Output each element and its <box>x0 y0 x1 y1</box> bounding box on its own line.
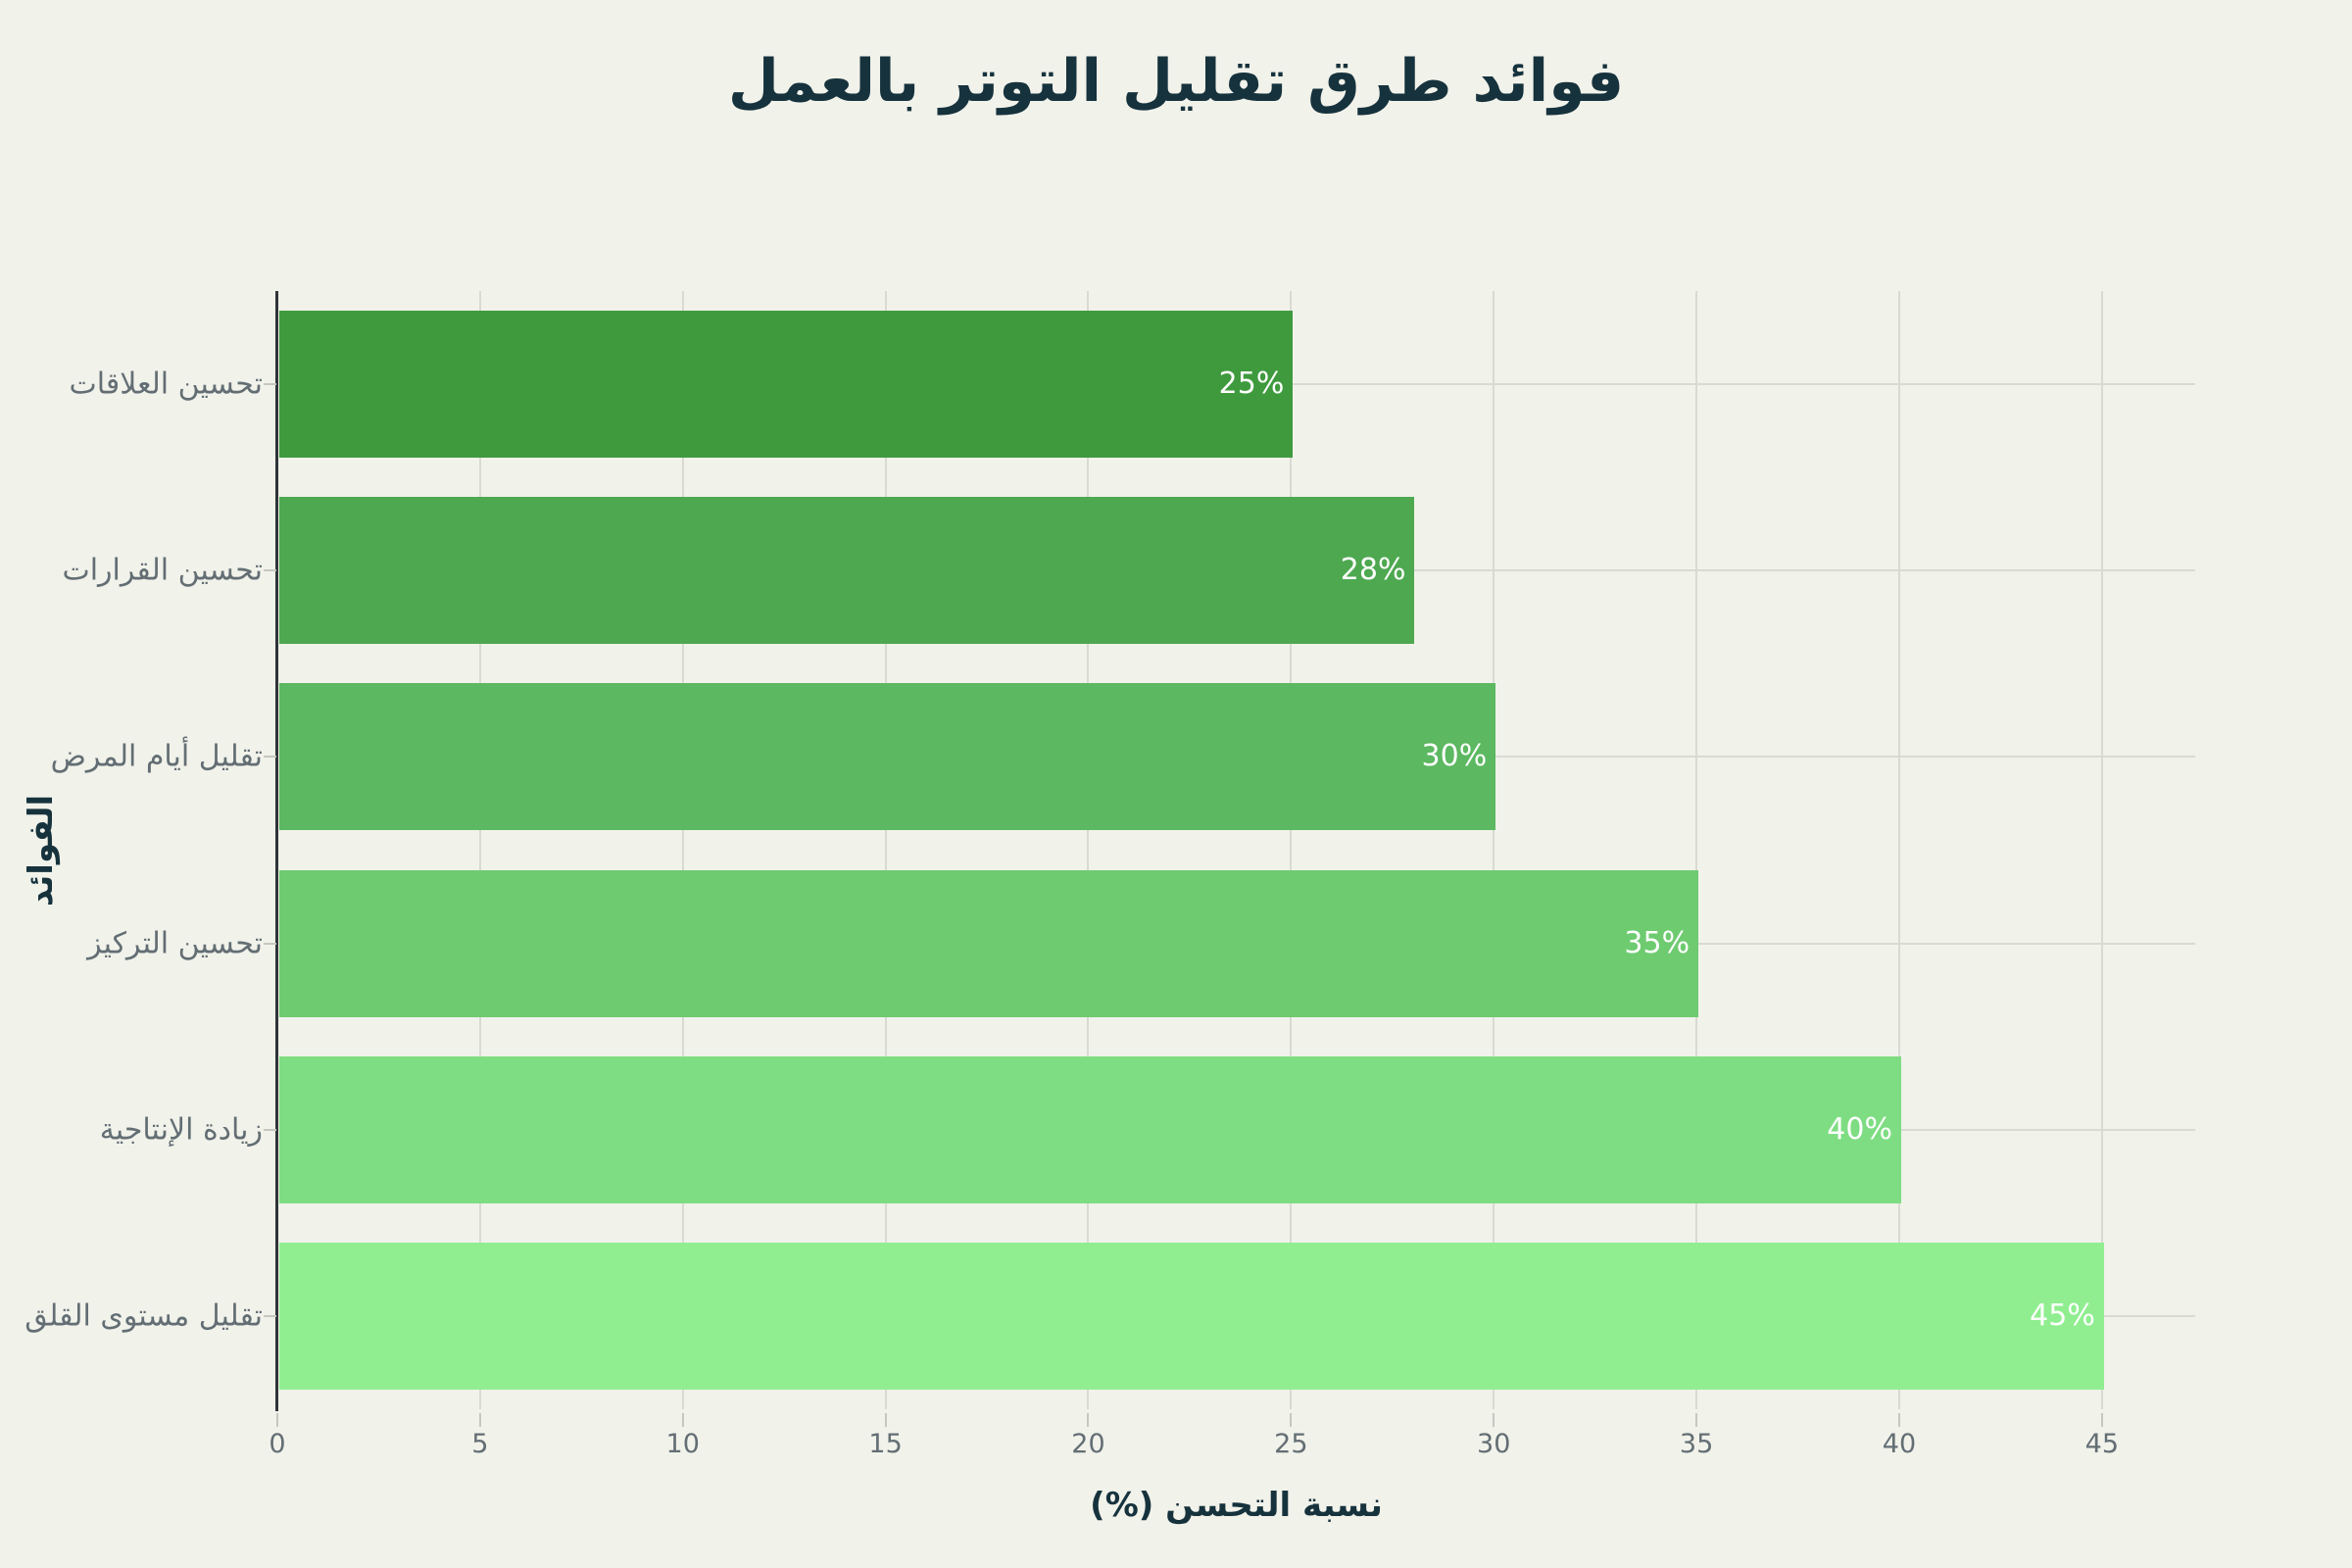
bar-value-label: 40% <box>1827 1111 1892 1147</box>
bar: 25% <box>279 311 1294 459</box>
bar: 30% <box>279 683 1496 831</box>
bar-value-label: 45% <box>2030 1298 2095 1333</box>
x-tick-mark <box>478 1413 481 1427</box>
x-tick-label: 40 <box>1882 1429 1917 1459</box>
x-gridline <box>2100 291 2103 1409</box>
x-tick-label: 20 <box>1071 1429 1105 1459</box>
x-gridline <box>681 291 684 1409</box>
bar: 35% <box>279 869 1699 1017</box>
x-tick-mark <box>884 1413 887 1427</box>
category-label: تقليل أيام المرض <box>50 739 263 774</box>
y-tick-mark <box>264 569 276 572</box>
x-tick-mark <box>1695 1413 1698 1427</box>
y-tick-mark <box>264 383 276 386</box>
bar-value-label: 25% <box>1218 367 1285 402</box>
x-axis-title: نسبة التحسن (%) <box>1090 1486 1383 1525</box>
y-tick-mark <box>264 756 276 759</box>
x-gridline <box>1290 291 1293 1409</box>
x-gridline <box>1897 291 1900 1409</box>
y-axis-line <box>275 291 278 1411</box>
x-tick-mark <box>2100 1413 2103 1427</box>
bar: 40% <box>279 1055 1901 1203</box>
category-label: تحسين العلاقات <box>69 367 263 402</box>
chart-title: فوائد طرق تقليل التوتر بالعمل <box>727 47 1625 116</box>
x-tick-label: 0 <box>269 1429 286 1459</box>
bar: 45% <box>279 1242 2104 1390</box>
x-tick-label: 15 <box>868 1429 903 1459</box>
x-tick-mark <box>1290 1413 1293 1427</box>
category-label: تحسين القرارات <box>62 553 263 588</box>
x-gridline <box>884 291 887 1409</box>
category-label: زيادة الإنتاجية <box>99 1112 263 1148</box>
x-gridline <box>1493 291 1495 1409</box>
bar-value-label: 30% <box>1421 739 1488 774</box>
y-tick-mark <box>264 1128 276 1131</box>
y-axis-title: الفوائد <box>22 794 61 906</box>
category-label: تقليل مستوى القلق <box>24 1298 263 1334</box>
bar-value-label: 35% <box>1624 925 1690 960</box>
x-tick-label: 30 <box>1477 1429 1511 1459</box>
x-tick-label: 35 <box>1679 1429 1714 1459</box>
x-gridline <box>478 291 481 1409</box>
x-tick-mark <box>276 1413 278 1427</box>
x-gridline <box>1695 291 1698 1409</box>
x-tick-label: 25 <box>1274 1429 1308 1459</box>
x-tick-mark <box>1087 1413 1090 1427</box>
x-tick-label: 5 <box>471 1429 489 1459</box>
bar: 28% <box>279 497 1415 645</box>
category-label: تحسين التركيز <box>87 926 263 961</box>
x-gridline <box>1087 291 1090 1409</box>
y-tick-mark <box>264 942 276 945</box>
y-tick-mark <box>264 1314 276 1317</box>
bar-value-label: 28% <box>1340 553 1406 588</box>
x-tick-label: 10 <box>665 1429 700 1459</box>
x-tick-mark <box>681 1413 684 1427</box>
x-tick-mark <box>1493 1413 1495 1427</box>
x-tick-label: 45 <box>2084 1429 2120 1459</box>
x-tick-mark <box>1897 1413 1900 1427</box>
